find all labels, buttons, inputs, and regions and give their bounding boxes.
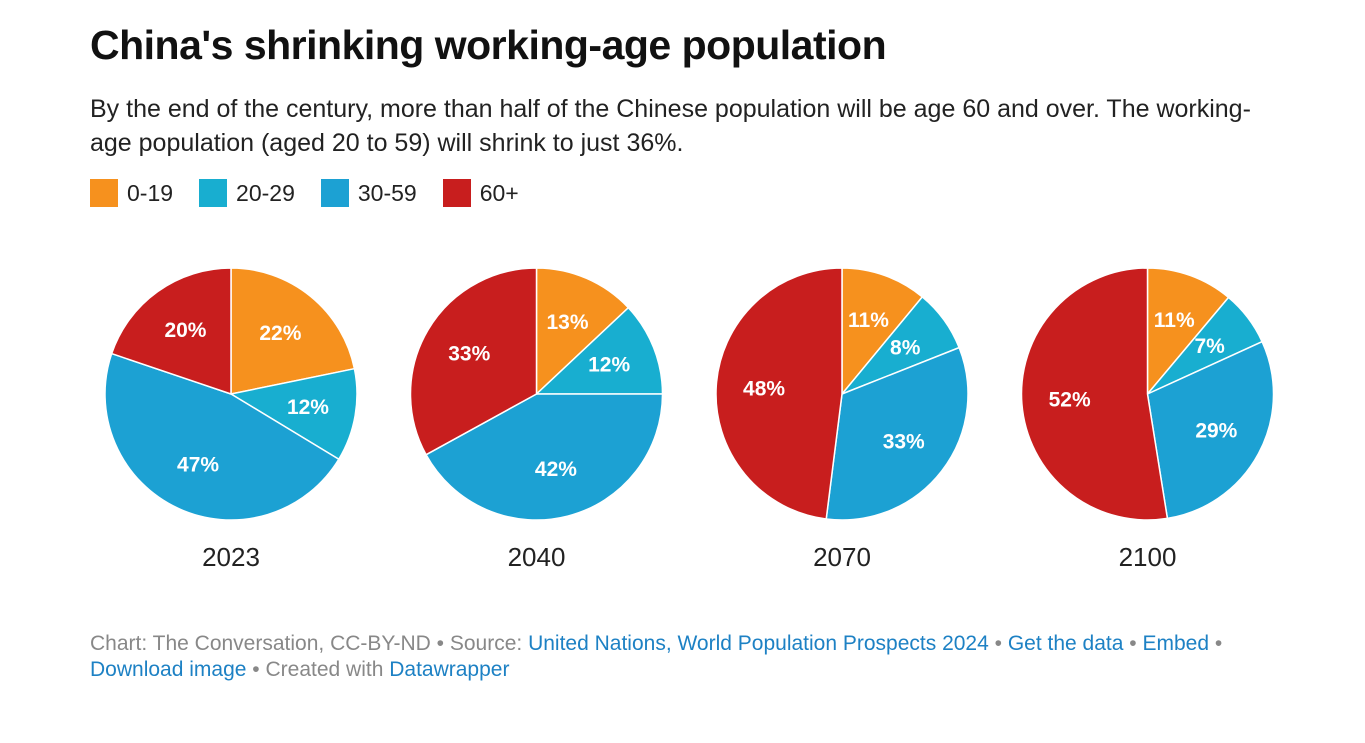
pie-2100: 11% 7% 29% 52% 2100 xyxy=(1020,267,1275,572)
created-with-text: Created with xyxy=(265,658,384,681)
slice-label: 42% xyxy=(535,458,577,481)
source-link[interactable]: United Nations, World Population Prospec… xyxy=(528,632,989,655)
legend-label: 20-29 xyxy=(236,179,295,206)
slice-label: 20% xyxy=(164,319,206,342)
slice-label: 33% xyxy=(448,343,490,366)
footer-separator: • xyxy=(1214,632,1223,655)
pie-year-label: 2070 xyxy=(813,542,871,572)
pie-slice-30-59 xyxy=(104,352,340,521)
footer: Chart: The Conversation, CC-BY-ND • Sour… xyxy=(90,631,1280,683)
embed-link[interactable]: Embed xyxy=(1142,632,1210,655)
chart-credit: Chart: The Conversation, CC-BY-ND xyxy=(90,632,431,655)
pie-2070: 11%8% 33% 48% 2070 xyxy=(715,267,969,572)
pie-slice-20-29 xyxy=(228,367,358,461)
slice-label: 7% xyxy=(1194,335,1225,358)
pie-slice-0-19 xyxy=(841,267,924,397)
pie-slice-0-19 xyxy=(230,267,356,395)
pie-slice-60+ xyxy=(110,267,232,396)
slice-label: 22% xyxy=(259,322,301,345)
pie-slice-60+ xyxy=(715,267,843,520)
source-prefix: Source: xyxy=(449,632,523,655)
slice-label: 12% xyxy=(287,396,329,419)
slice-label: 33% xyxy=(883,430,925,453)
legend-label: 0-19 xyxy=(127,179,174,206)
pie-slice-60+ xyxy=(409,267,538,456)
slice-label: 47% xyxy=(177,453,219,476)
footer-separator: • xyxy=(1129,632,1137,655)
pie-slice-0-19 xyxy=(1146,267,1230,397)
legend-item-30-59: 30-59 xyxy=(320,179,417,207)
legend-swatch xyxy=(90,179,118,207)
slice-label: 11% xyxy=(1154,309,1195,332)
legend-swatch xyxy=(199,179,228,207)
legend-swatch xyxy=(442,179,471,207)
pie-slice-0-19 xyxy=(535,267,630,396)
legend-label: 30-59 xyxy=(357,179,417,206)
get-data-link[interactable]: Get the data xyxy=(1007,632,1124,655)
chart-subtitle: By the end of the century, more than hal… xyxy=(90,95,1251,157)
chart-title: China's shrinking working-age population xyxy=(90,22,887,68)
download-image-link[interactable]: Download image xyxy=(90,658,247,681)
pie-year-label: 2040 xyxy=(508,542,566,572)
slice-label: 13% xyxy=(547,311,589,334)
slice-label: 11% xyxy=(848,309,889,332)
pie-slice-60+ xyxy=(1020,267,1169,521)
legend-item-60-plus: 60+ xyxy=(442,179,519,207)
slice-label: 48% xyxy=(743,378,785,401)
pie-slice-30-59 xyxy=(425,393,664,521)
slice-label: 12% xyxy=(588,354,630,377)
footer-separator: • xyxy=(436,632,445,655)
slice-label: 52% xyxy=(1049,389,1091,412)
footer-separator: • xyxy=(252,658,260,681)
pie-2040: 13% 12% 42% 33% 2040 xyxy=(409,267,664,572)
legend-label: 60+ xyxy=(479,179,519,206)
legend-swatch xyxy=(320,179,349,207)
datawrapper-link[interactable]: Datawrapper xyxy=(389,658,510,681)
slice-label: 8% xyxy=(890,337,921,360)
slice-label: 29% xyxy=(1195,419,1237,442)
pie-year-label: 2100 xyxy=(1119,542,1177,572)
legend-item-0-19: 0-19 xyxy=(90,179,173,207)
legend: 0-19 20-29 30-59 60+ xyxy=(90,179,545,207)
pie-slice-30-59 xyxy=(825,346,969,521)
pie-year-label: 2023 xyxy=(202,542,260,572)
pie-2023: 22% 12% 47% 20% 2023 xyxy=(104,267,358,572)
pie-charts: 22%12%47%20%202313%12%42%33%204011%8%33%… xyxy=(104,267,1275,572)
pie-slice-20-29 xyxy=(534,306,664,395)
legend-item-20-29: 20-29 xyxy=(199,179,295,207)
pie-slice-30-59 xyxy=(1146,340,1275,520)
footer-separator: • xyxy=(994,632,1002,655)
